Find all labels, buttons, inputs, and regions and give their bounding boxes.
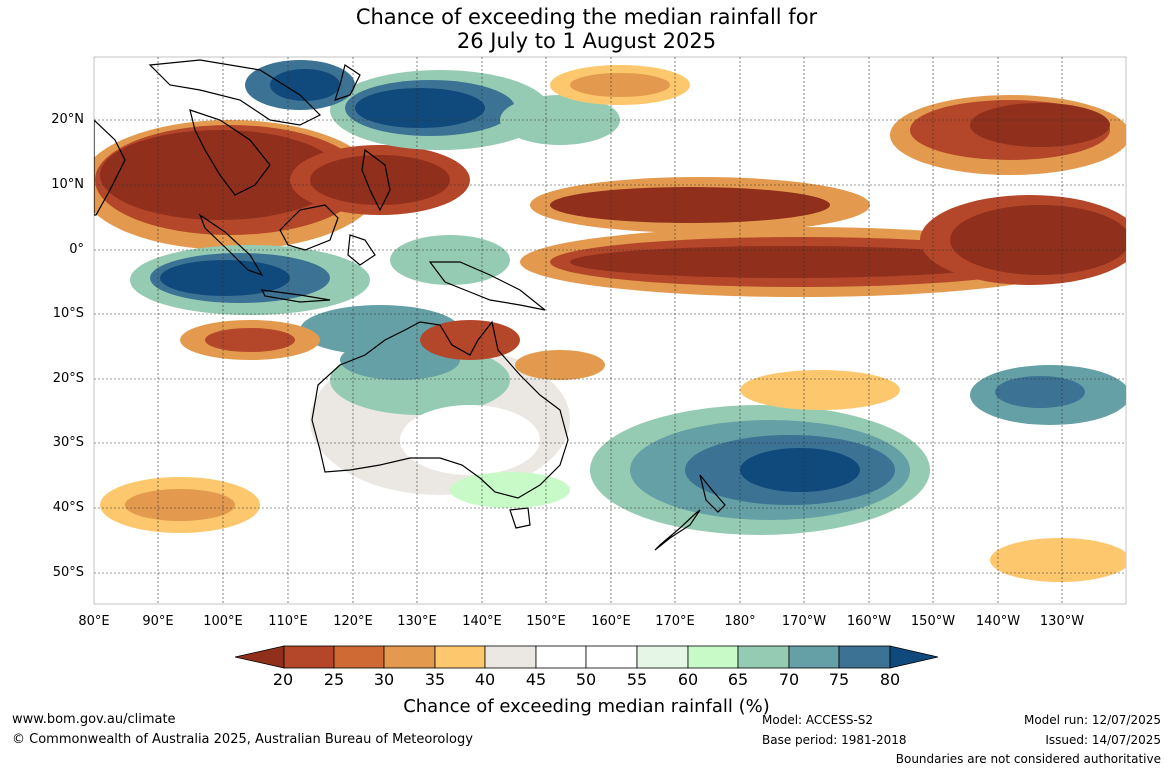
wet-region-indonesia	[130, 235, 510, 355]
lon-label-80e: 80°E	[78, 614, 110, 629]
footer-model-run: Model run: 12/07/2025	[1023, 713, 1161, 727]
footer-issued: Issued: 14/07/2025	[1045, 733, 1161, 747]
footer-copyright: © Commonwealth of Australia 2025, Austra…	[12, 732, 473, 747]
lat-label-20n: 20°N	[51, 112, 84, 127]
lon-label-150w: 150°W	[910, 614, 956, 629]
lat-label-10n: 10°N	[51, 177, 84, 192]
lat-label-40s: 40°S	[52, 500, 84, 515]
lon-label-120e: 120°E	[333, 614, 373, 629]
java-coastline	[260, 289, 331, 303]
footer-model: Model: ACCESS-S2	[762, 713, 874, 727]
colorbar-tick-35: 35	[424, 670, 446, 689]
colorbar-tick-30: 30	[373, 670, 395, 689]
lon-label-180: 180°	[724, 614, 756, 629]
philippines-coastline	[361, 148, 391, 212]
new-guinea-coastline	[428, 261, 546, 311]
sumatra-coastline	[198, 213, 264, 277]
colorbar-tick-80: 80	[879, 670, 901, 689]
map-title-line-1: Chance of exceeding the median rainfall …	[355, 5, 818, 29]
lon-label-160e: 160°E	[591, 614, 631, 629]
lat-label-0: 0°	[69, 242, 84, 257]
region-australia	[310, 320, 605, 508]
tasmania-coastline	[509, 507, 531, 529]
colorbar-tick-75: 75	[828, 670, 850, 689]
colorbar-tick-20: 20	[272, 670, 294, 689]
lat-label-10s: 10°S	[52, 306, 84, 321]
colorbar-tick-25: 25	[323, 670, 345, 689]
new-zealand-north-coastline	[699, 474, 726, 513]
colorbar-tick-40: 40	[474, 670, 496, 689]
lon-label-140w: 140°W	[975, 614, 1021, 629]
wet-region-nw-pacific	[245, 60, 620, 150]
rainfall-shading	[94, 57, 1126, 604]
footer-base-period: Base period: 1981-2018	[762, 733, 907, 747]
lat-label-20s: 20°S	[52, 371, 84, 386]
colorbar-tick-45: 45	[525, 670, 547, 689]
china-coastline	[148, 59, 322, 126]
indochina-coastline	[189, 109, 271, 196]
lon-label-130e: 130°E	[397, 614, 437, 629]
lon-label-150e: 150°E	[526, 614, 566, 629]
colorbar-tick-50: 50	[575, 670, 597, 689]
lon-label-140e: 140°E	[462, 614, 502, 629]
lat-lon-gridlines	[94, 57, 1126, 604]
lon-label-130w: 130°W	[1039, 614, 1085, 629]
lat-label-30s: 30°S	[52, 435, 84, 450]
lon-label-100e: 100°E	[203, 614, 243, 629]
map-title-line-2: 26 July to 1 August 2025	[456, 29, 717, 53]
footer-disclaimer: Boundaries are not considered authoritat…	[895, 752, 1161, 766]
sulawesi-coastline	[347, 234, 376, 266]
colorbar-tick-60: 60	[677, 670, 699, 689]
colorbar-tick-55: 55	[626, 670, 648, 689]
coastlines	[94, 59, 726, 551]
lon-label-170e: 170°E	[655, 614, 695, 629]
lon-label-170w: 170°W	[781, 614, 827, 629]
dry-region-southern-indian-ocean	[100, 320, 1126, 582]
colorbar-label: Chance of exceeding median rainfall (%)	[403, 696, 770, 717]
lon-label-90e: 90°E	[142, 614, 174, 629]
dry-region-equatorial-pacific	[520, 65, 1126, 297]
japan-coastline	[334, 64, 361, 101]
borneo-coastline	[279, 204, 339, 251]
lon-label-160w: 160°W	[846, 614, 892, 629]
footer-website: www.bom.gov.au/climate	[12, 712, 176, 727]
new-zealand-south-coastline	[654, 509, 701, 551]
lat-label-50s: 50°S	[52, 565, 84, 580]
colorbar-tick-65: 65	[727, 670, 749, 689]
australia-coastline	[311, 320, 569, 499]
colorbar-tick-70: 70	[778, 670, 800, 689]
india-coastline	[94, 119, 126, 216]
lon-label-110e: 110°E	[268, 614, 308, 629]
